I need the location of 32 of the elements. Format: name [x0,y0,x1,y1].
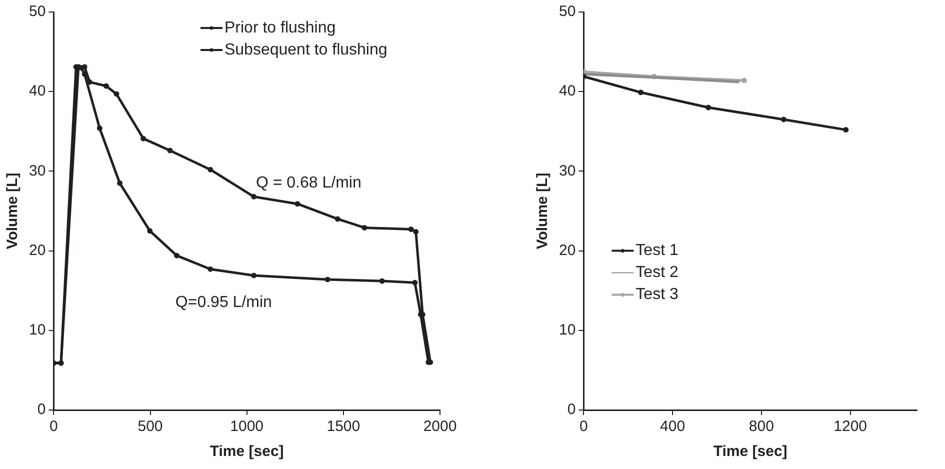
x-tick-label: 0 [50,418,58,436]
legend-label: Test 2 [636,264,678,282]
y-tick-label: 10 [28,322,46,339]
legend-label: Test 1 [636,242,678,260]
y-tick-label: 30 [558,162,576,180]
x-axis-title: Time [sec] [713,443,788,460]
y-tick-label: 40 [28,82,46,100]
x-axis-title: Time [sec] [210,443,284,460]
y-axis-title: Volume [L] [4,172,22,250]
y-tick-label: 50 [28,3,46,20]
y-tick-label: 0 [37,401,46,418]
y-tick-label: 10 [558,322,576,339]
annotation: Q = 0.68 L/min [256,174,362,192]
y-axis-title: Volume [L] [534,172,552,250]
legend-label: Test 3 [636,286,678,304]
y-tick-label: 30 [28,162,46,180]
y-tick-label: 40 [558,82,576,100]
x-tick-label: 400 [660,418,686,436]
annotation: Q=0.95 L/min [175,294,272,311]
legend-label: Subsequent to flushing [224,41,388,58]
x-tick-label: 1200 [834,418,868,436]
y-tick-label: 20 [558,242,576,259]
x-tick-label: 800 [748,418,774,436]
y-tick-label: 20 [28,242,46,259]
x-tick-label: 500 [138,418,163,436]
x-tick-label: 0 [580,418,588,436]
legend-label: Prior to flushing [224,19,336,36]
y-tick-label: 0 [567,401,576,418]
x-tick-label: 2000 [423,418,457,436]
x-tick-label: 1000 [230,418,264,436]
x-tick-label: 1500 [326,418,360,436]
y-tick-label: 50 [558,3,576,20]
